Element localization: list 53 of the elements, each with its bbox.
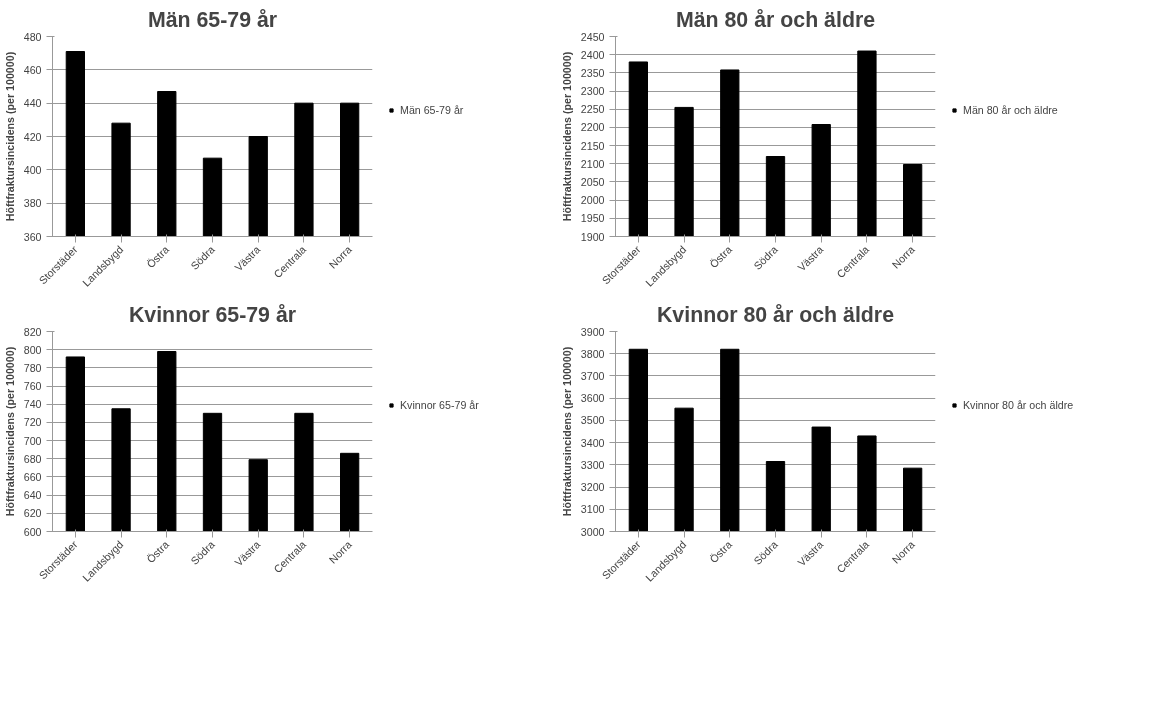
y-tick-label: 2450 xyxy=(580,30,605,43)
y-tick-label: 680 xyxy=(23,452,42,465)
y-tick-label: 360 xyxy=(23,230,42,243)
chart-title: Kvinnor 65-79 år xyxy=(128,302,297,327)
y-tick-label: 800 xyxy=(23,343,42,356)
y-tick-label: 640 xyxy=(23,489,42,502)
y-tick-label: 3800 xyxy=(580,347,605,360)
y-tick-label: 440 xyxy=(23,97,42,110)
y-tick-label: 2150 xyxy=(580,139,605,152)
y-axis-title: Höftfraktursincidens (per 100000) xyxy=(560,51,573,222)
y-tick-label: 420 xyxy=(23,130,42,143)
y-tick-label: 2250 xyxy=(580,103,605,116)
y-axis-title: Höftfraktursincidens (per 100000) xyxy=(560,346,573,517)
legend-label: Män 80 år och äldre xyxy=(963,103,1058,116)
y-axis-title: Höftfraktursincidens (per 100000) xyxy=(3,346,16,517)
y-tick-label: 3100 xyxy=(580,503,605,516)
y-tick-label: 3200 xyxy=(580,481,605,494)
legend-label: Kvinnor 65-79 år xyxy=(400,398,479,411)
y-tick-label: 2350 xyxy=(580,66,605,79)
chart-title: Kvinnor 80 år och äldre xyxy=(656,302,895,327)
legend-label: Kvinnor 80 år och äldre xyxy=(963,398,1074,411)
y-tick-label: 1900 xyxy=(580,230,605,243)
chart-title: Män 80 år och äldre xyxy=(675,7,876,32)
y-tick-label: 2300 xyxy=(580,85,605,98)
y-tick-label: 1950 xyxy=(580,212,605,225)
y-tick-label: 3600 xyxy=(580,392,605,405)
y-tick-label: 3300 xyxy=(580,458,605,471)
y-tick-label: 460 xyxy=(23,63,42,76)
y-tick-label: 3400 xyxy=(580,436,605,449)
y-tick-label: 2200 xyxy=(580,121,605,134)
y-tick-label: 740 xyxy=(23,398,42,411)
y-tick-label: 2050 xyxy=(580,175,605,188)
y-tick-label: 380 xyxy=(23,197,42,210)
y-tick-label: 2100 xyxy=(580,157,605,170)
y-tick-label: 620 xyxy=(23,507,42,520)
y-tick-label: 2400 xyxy=(580,48,605,61)
y-tick-label: 760 xyxy=(23,380,42,393)
y-tick-label: 3000 xyxy=(580,525,605,538)
y-tick-label: 700 xyxy=(23,434,42,447)
y-tick-label: 600 xyxy=(23,525,42,538)
y-tick-label: 3900 xyxy=(580,325,605,338)
y-tick-label: 720 xyxy=(23,416,42,429)
y-tick-label: 3500 xyxy=(580,414,605,427)
legend-label: Män 65-79 år xyxy=(400,103,464,116)
y-tick-label: 480 xyxy=(23,30,42,43)
y-tick-label: 3700 xyxy=(580,369,605,382)
y-tick-label: 400 xyxy=(23,163,42,176)
chart-title: Män 65-79 år xyxy=(147,7,278,32)
y-axis-title: Höftfraktursincidens (per 100000) xyxy=(3,51,16,222)
y-tick-label: 2000 xyxy=(580,194,605,207)
y-tick-label: 660 xyxy=(23,470,42,483)
y-tick-label: 780 xyxy=(23,361,42,374)
y-tick-label: 820 xyxy=(23,325,42,338)
